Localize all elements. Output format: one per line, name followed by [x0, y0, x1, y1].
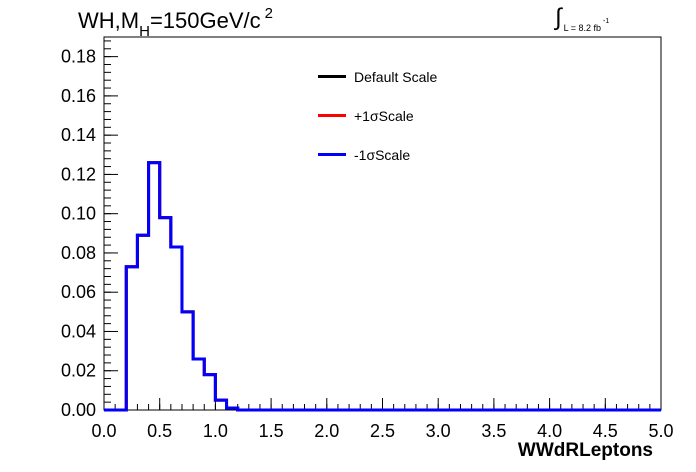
x-axis-label: WWdRLeptons [517, 440, 653, 461]
legend-swatch-default [318, 75, 346, 78]
luminosity-text: L = 8.2 fb [563, 23, 602, 33]
legend-label-plus: +1σScale [354, 107, 414, 124]
y-tick-label: 0.08 [61, 243, 96, 263]
series-line-1 [104, 161, 661, 412]
x-tick-label: 5.0 [648, 421, 673, 441]
legend-swatch-minus [318, 153, 346, 156]
plot-title: WH,MH=150GeV/c 2 [78, 5, 273, 40]
legend-label-default: Default Scale [354, 68, 438, 85]
series-layer [104, 161, 661, 412]
y-tick-label: 0.14 [61, 125, 96, 145]
y-tick-label: 0.16 [61, 86, 96, 106]
luminosity-exponent: -1 [603, 18, 610, 25]
y-tick-label: 0.06 [61, 282, 96, 302]
y-tick-label: 0.18 [61, 47, 96, 67]
title-superscript: 2 [264, 5, 273, 22]
y-tick-label: 0.04 [61, 321, 96, 341]
title-value: =150GeV/c [149, 8, 261, 33]
legend-swatch-plus [318, 114, 346, 117]
x-tick-label: 3.5 [481, 421, 506, 441]
integral-symbol: ∫ [555, 4, 562, 31]
legend-label-minus: -1σScale [354, 146, 411, 163]
legend-entry-minus: -1σScale [318, 135, 437, 174]
x-tick-label: 1.0 [203, 421, 228, 441]
luminosity-label: ∫ L = 8.2 fb-1 [555, 4, 610, 34]
legend-entry-plus: +1σScale [318, 96, 437, 135]
x-tick-label: 0.0 [91, 421, 116, 441]
series-line-0 [104, 161, 661, 412]
legend: Default Scale +1σScale -1σScale [318, 57, 437, 174]
y-tick-label: 0.02 [61, 361, 96, 381]
x-tick-label: 4.5 [593, 421, 618, 441]
y-tick-label: 0.00 [61, 400, 96, 420]
series-line-2 [104, 161, 661, 412]
title-subscript: H [139, 23, 150, 40]
x-tick-label: 3.0 [426, 421, 451, 441]
x-tick-label: 2.5 [370, 421, 395, 441]
y-tick-label: 0.12 [61, 164, 96, 184]
x-tick-label: 1.5 [259, 421, 284, 441]
axis-ticks: 0.00 0.02 0.04 0.06 0.08 0.10 0.12 0.14 0.16 0.18… [61, 40, 674, 441]
x-tick-label: 2.0 [314, 421, 339, 441]
y-tick-label: 0.10 [61, 204, 96, 224]
legend-entry-default: Default Scale [318, 57, 437, 96]
title-main-text: WH,M [78, 8, 140, 33]
x-tick-label: 4.0 [537, 421, 562, 441]
x-tick-label: 0.5 [147, 421, 172, 441]
